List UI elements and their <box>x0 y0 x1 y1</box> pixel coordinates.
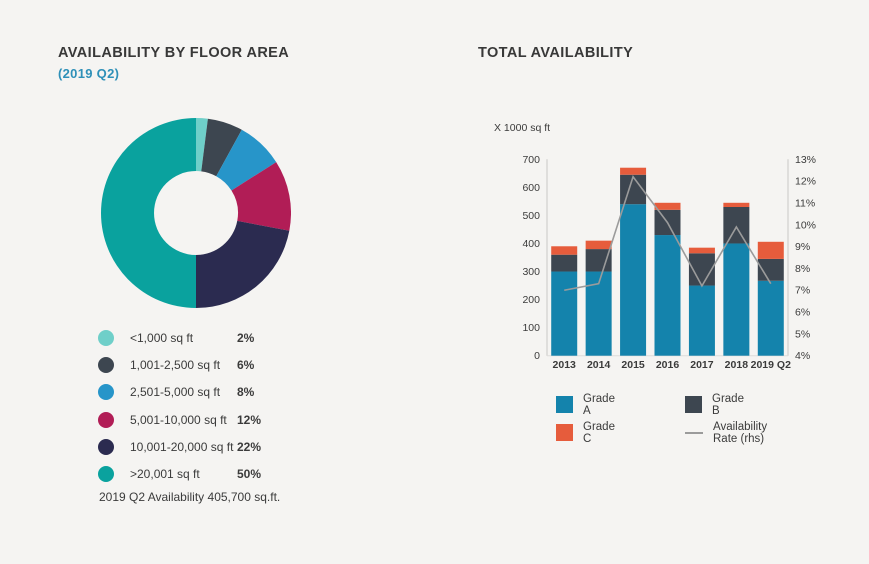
pie-legend-label: 10,001-20,000 sq ft <box>130 439 234 454</box>
donut-segment-4 <box>196 220 290 308</box>
bar-segment-grade-b <box>551 254 578 272</box>
left-axis-tick: 700 <box>522 154 540 166</box>
availability-rate-line <box>564 175 772 292</box>
bars-group <box>551 167 784 356</box>
x-axis-category-label: 2017 <box>690 359 714 371</box>
bar-segment-grade-c <box>620 167 647 175</box>
pie-legend-swatch <box>98 411 114 428</box>
bar-segment-grade-b <box>585 249 612 272</box>
bar-segment-grade-c <box>723 202 750 207</box>
bar-line-chart-svg: 0 100 200 300 400 500 600 700 4% 5% 6% 7% 8% 9% 10% 11%… <box>522 154 816 371</box>
bar-segment-grade-c <box>757 241 784 259</box>
x-axis-category-label: 2018 <box>725 359 749 371</box>
bar-segment-grade-b <box>723 206 750 244</box>
pie-legend-swatch <box>98 384 114 401</box>
bar-legend-item: Grade C <box>556 421 615 445</box>
bar-segment-grade-a <box>757 280 784 356</box>
bar-legend-swatch <box>685 396 702 413</box>
pie-legend-label: 2,501-5,000 sq ft <box>130 385 221 400</box>
bar-segment-grade-c <box>654 202 681 210</box>
left-axis-tick: 100 <box>522 322 540 334</box>
right-axis-tick: 9% <box>795 241 810 253</box>
bar-legend-item: Grade B <box>685 393 744 417</box>
donut-segment-1 <box>201 118 242 177</box>
bar-segment-grade-a <box>620 204 647 356</box>
pie-legend-value: 50% <box>237 467 262 482</box>
bar-segment-grade-c <box>551 246 578 255</box>
x-axis-category-label: 2016 <box>656 359 680 371</box>
bar-segment-grade-a <box>654 235 681 356</box>
pie-legend-item: 5,001-10,000 sq ft 12% <box>98 406 308 433</box>
left-axis-tick: 400 <box>522 238 540 250</box>
pie-legend-swatch <box>98 438 114 455</box>
pie-legend-label: 5,001-10,000 sq ft <box>130 412 227 427</box>
pie-legend-label: 1,001-2,500 sq ft <box>130 357 221 372</box>
right-axis-tick: 11% <box>795 197 815 209</box>
pie-legend-item: 1,001-2,500 sq ft 6% <box>98 351 308 378</box>
bar-segment-grade-a <box>723 243 750 356</box>
bar-segment-grade-a <box>551 271 578 356</box>
pie-legend-label: >20,001 sq ft <box>130 467 200 482</box>
pie-legend-swatch <box>98 466 114 483</box>
bar-segment-grade-b <box>757 258 784 281</box>
rate-line-legend-swatch <box>685 431 703 434</box>
bar-legend-label: Availability Rate (rhs) <box>713 420 768 445</box>
left-axis-tick: 0 <box>534 350 540 362</box>
bar-legend-item: Grade A <box>556 393 615 417</box>
pie-legend-swatch <box>98 329 114 346</box>
right-axis-tick: 6% <box>795 307 810 319</box>
right-axis-tick: 5% <box>795 328 810 340</box>
pie-legend: <1,000 sq ft 2% 1,001-2,500 sq ft 6% 2,501-5… <box>98 324 308 488</box>
right-axis-tick: 13% <box>795 154 816 166</box>
donut-segment-0 <box>196 118 208 172</box>
bar-segment-grade-c <box>688 247 715 254</box>
donut-chart-svg <box>101 118 291 308</box>
pie-legend-value: 8% <box>237 385 255 400</box>
donut-segment-3 <box>231 162 291 231</box>
right-axis-tick: 10% <box>795 219 816 231</box>
bar-segment-grade-a <box>688 285 715 356</box>
left-axis-tick: 500 <box>522 210 540 222</box>
left-axis-tick: 200 <box>522 294 540 306</box>
right-axis-tick: 12% <box>795 176 816 188</box>
pie-footer-note: 2019 Q2 Availability 405,700 sq.ft. <box>99 490 281 504</box>
right-axis-tick: 7% <box>795 285 810 297</box>
bar-legend-label: Grade C <box>583 420 615 445</box>
pie-legend-item: <1,000 sq ft 2% <box>98 324 308 351</box>
right-axis-tick: 8% <box>795 263 810 275</box>
x-axis-category-label: 2014 <box>587 359 611 371</box>
left-axis-tick: 600 <box>522 182 540 194</box>
bar-segment-grade-c <box>585 240 612 250</box>
donut-chart <box>101 118 291 308</box>
bar-legend-item: Availability Rate (rhs) <box>685 421 767 445</box>
x-axis-category-label: 2013 <box>553 359 577 371</box>
bar-legend-swatch <box>556 396 573 413</box>
pie-legend-item: >20,001 sq ft 50% <box>98 460 308 487</box>
bar-chart-title: TOTAL AVAILABILITY <box>478 45 634 61</box>
pie-chart-subtitle: (2019 Q2) <box>58 66 120 81</box>
pie-legend-value: 12% <box>237 412 262 427</box>
pie-legend-value: 6% <box>237 357 255 372</box>
left-axis-tick: 300 <box>522 266 540 278</box>
pie-legend-value: 2% <box>237 330 255 345</box>
bar-legend-swatch <box>556 424 573 441</box>
right-axis-tick: 4% <box>795 350 810 362</box>
pie-legend-item: 2,501-5,000 sq ft 8% <box>98 379 308 406</box>
pie-legend-label: <1,000 sq ft <box>130 330 194 345</box>
donut-segment-5 <box>101 118 196 308</box>
pie-legend-value: 22% <box>237 439 262 454</box>
pie-legend-item: 10,001-20,000 sq ft 22% <box>98 433 308 460</box>
x-axis-category-label: 2015 <box>621 359 645 371</box>
pie-legend-swatch <box>98 356 114 373</box>
bar-legend-label: Grade B <box>712 392 744 417</box>
x-axis-category-label: 2019 Q2 <box>751 359 791 371</box>
bar-chart-y-axis-label: X 1000 sq ft <box>494 122 551 134</box>
bar-legend-label: Grade A <box>583 392 615 417</box>
donut-segment-2 <box>216 129 277 191</box>
pie-chart-title: AVAILABILITY BY FLOOR AREA <box>58 45 290 61</box>
